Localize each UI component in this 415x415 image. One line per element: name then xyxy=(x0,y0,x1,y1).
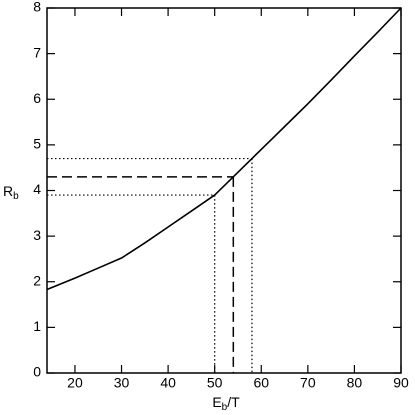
x-label-sub: b xyxy=(222,402,228,413)
x-tick-label: 40 xyxy=(160,375,176,391)
curve xyxy=(46,7,402,291)
x-label-rest: /T xyxy=(227,394,240,410)
y-tick-label: 4 xyxy=(33,181,41,197)
y-tick-label: 1 xyxy=(33,318,41,334)
x-tick-label: 20 xyxy=(67,375,83,391)
x-tick-label: 90 xyxy=(393,375,409,391)
x-axis-label: Eb/T xyxy=(212,394,240,413)
y-tick-label: 6 xyxy=(33,90,41,106)
y-tick-label: 0 xyxy=(33,364,41,380)
x-tick-label: 50 xyxy=(207,375,223,391)
x-tick-label: 80 xyxy=(347,375,363,391)
y-tick-label: 7 xyxy=(33,44,41,60)
y-tick-label: 8 xyxy=(33,0,41,15)
x-tick-label: 70 xyxy=(300,375,316,391)
y-axis-label: Rb xyxy=(3,183,19,202)
y-tick-label: 2 xyxy=(33,272,41,288)
x-tick-label: 60 xyxy=(253,375,269,391)
y-label-sub: b xyxy=(13,191,19,202)
x-tick-label: 30 xyxy=(114,375,130,391)
y-tick-label: 5 xyxy=(33,136,41,152)
y-label-main: R xyxy=(3,183,13,199)
x-label-main: E xyxy=(212,394,221,410)
y-tick-label: 3 xyxy=(33,227,41,243)
